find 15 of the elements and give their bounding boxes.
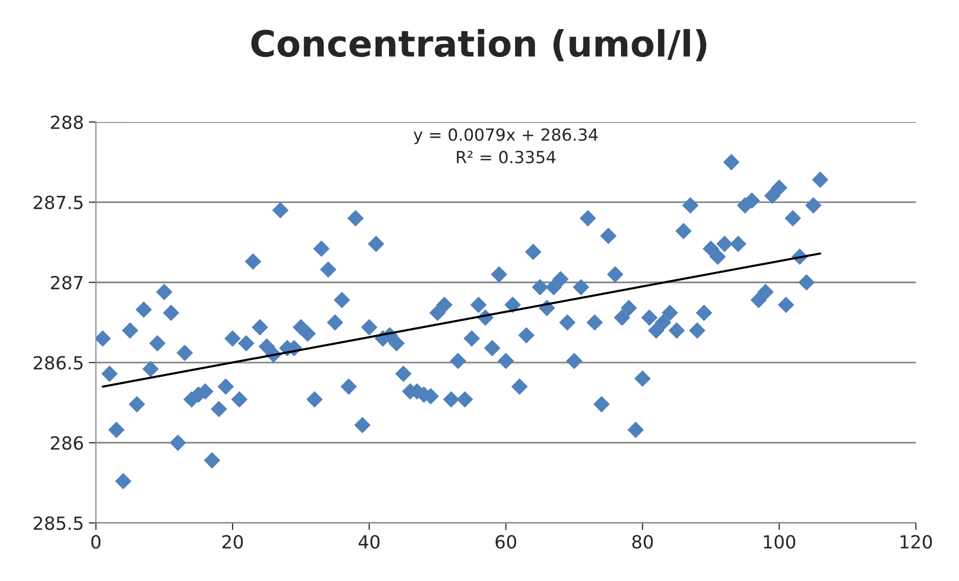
y-tick-label: 286.5 <box>34 356 83 370</box>
x-tick-label: 20 <box>222 535 243 549</box>
x-tick-label: 40 <box>358 535 380 549</box>
chart-title: Concentration (umol/l) <box>251 29 706 62</box>
x-tick-label: 120 <box>900 535 932 549</box>
y-tick-label: 287.5 <box>34 196 83 210</box>
y-tick-label: 286 <box>50 436 83 450</box>
x-tick-label: 80 <box>632 535 653 549</box>
y-tick-label: 287 <box>50 276 83 290</box>
x-tick-label: 0 <box>91 535 100 549</box>
x-tick-label: 100 <box>764 535 796 549</box>
y-tick-label: 285.5 <box>34 516 83 530</box>
annotation: y = 0.0079x + 286.34 R² = 0.3354 <box>414 128 598 164</box>
x-tick-label: 60 <box>496 535 516 549</box>
y-tick-label: 288 <box>50 115 83 130</box>
